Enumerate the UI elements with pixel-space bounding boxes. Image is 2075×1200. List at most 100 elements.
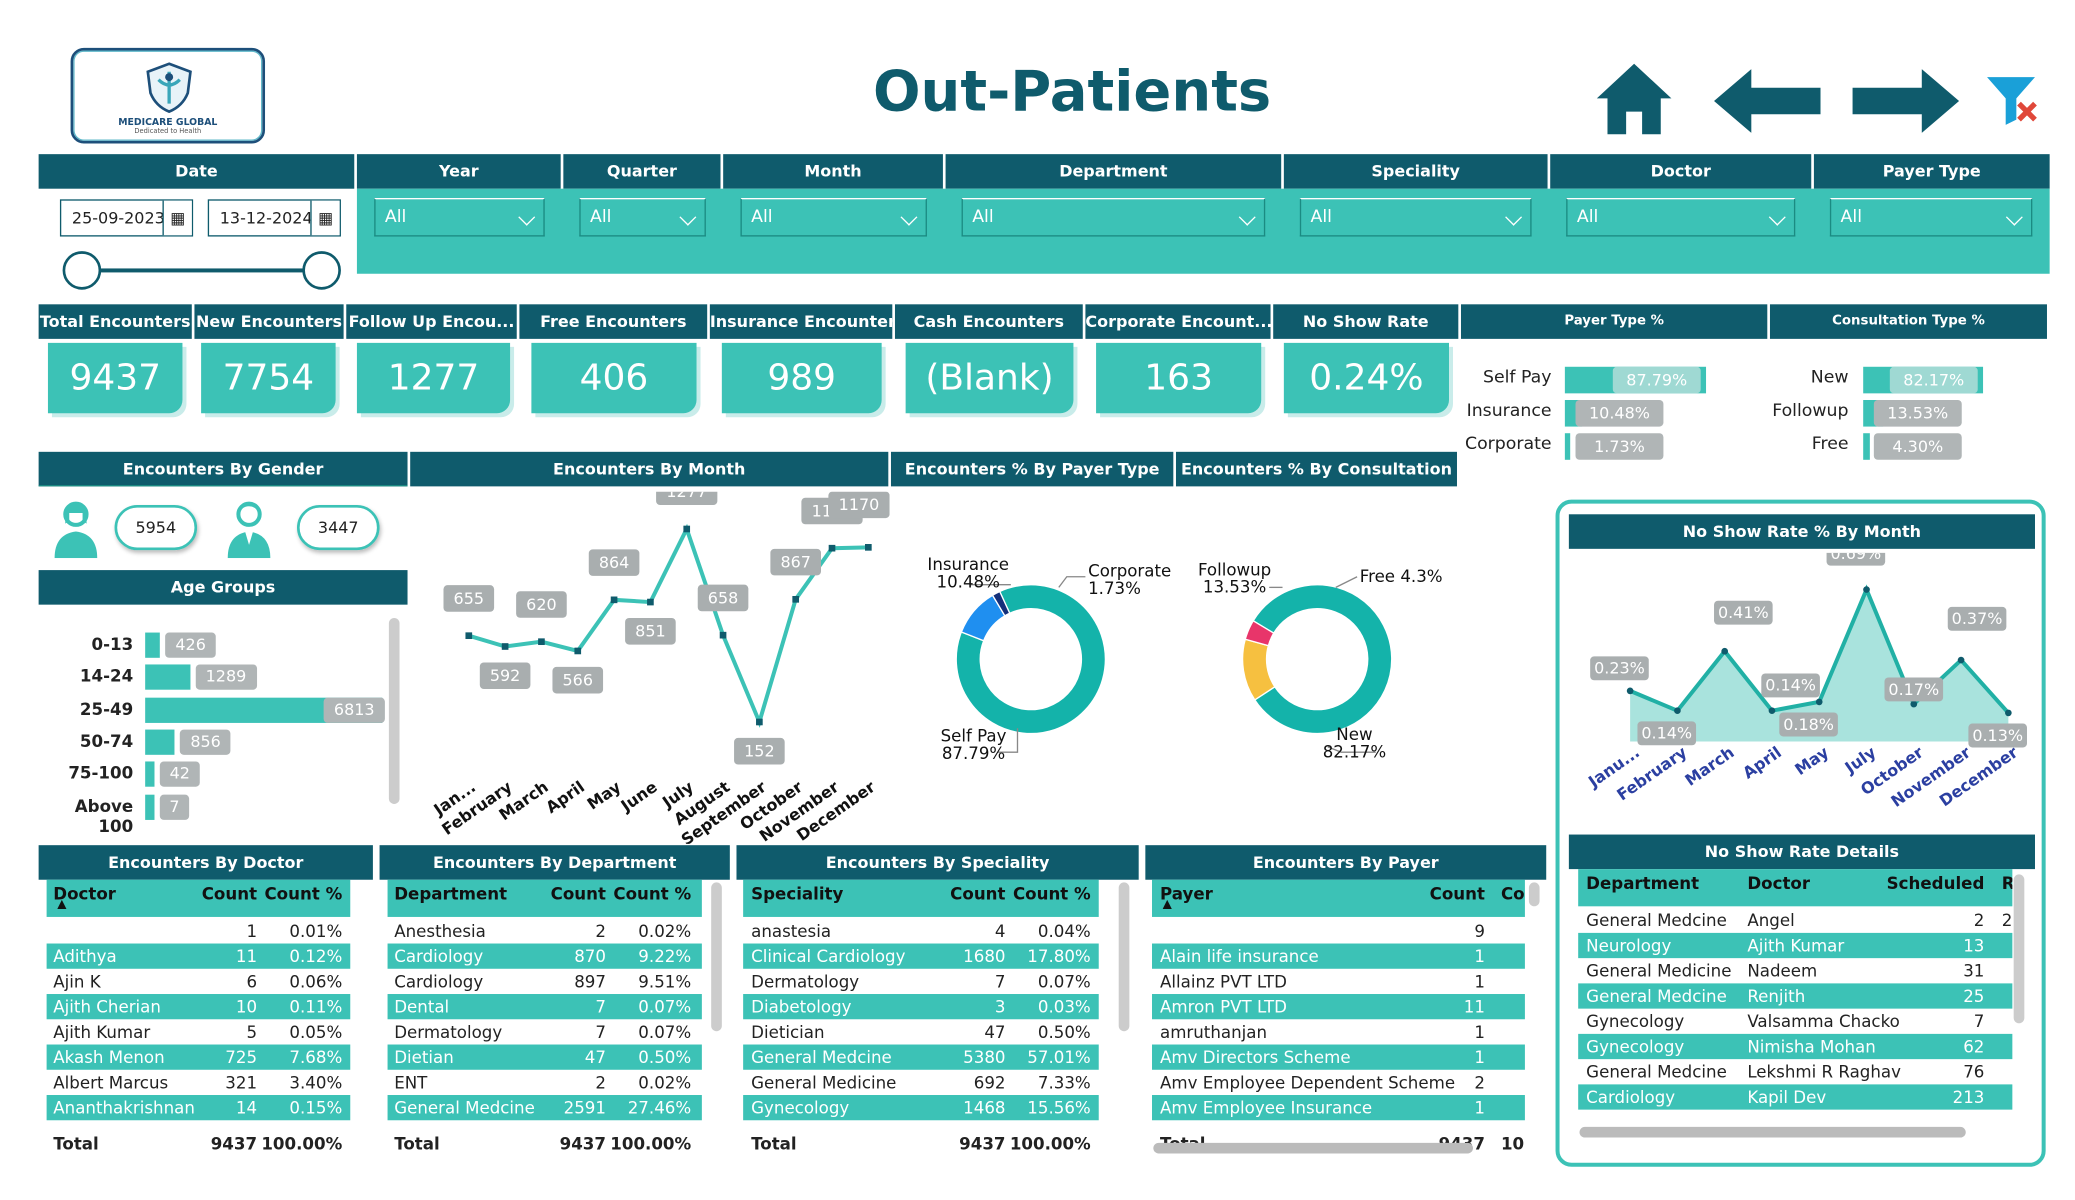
department-table-row[interactable]: Cardiology 870 9.22% (387, 943, 702, 969)
department-table-row[interactable]: ENT 2 0.02% (388, 1070, 702, 1095)
department-table-column-header[interactable]: Department (394, 883, 508, 904)
calendar-icon[interactable]: ▦ (162, 200, 192, 236)
sort-ascending-icon[interactable]: ▲ (57, 898, 67, 912)
doctor-table-row[interactable]: 1 0.01% (47, 918, 351, 943)
speciality-table-column-header[interactable]: Count % (1012, 883, 1091, 904)
doctor-table-column-header[interactable]: Count (201, 883, 258, 904)
department-dropdown[interactable]: All (961, 198, 1266, 237)
month-chart-header: Encounters By Month (410, 451, 889, 487)
doctor-table-row[interactable]: Ananthakrishnan 14 0.15% (46, 1095, 351, 1121)
department-table-row[interactable]: Dermatology 7 0.07% (388, 1019, 702, 1044)
doctor-table-row[interactable]: Ajith Kumar 5 0.05% (47, 1019, 351, 1044)
chevron-down-icon (1505, 208, 1523, 226)
payer-table-row[interactable]: Amv Directors Scheme 1 (1152, 1044, 1525, 1070)
year-dropdown[interactable]: All (374, 198, 545, 237)
no-show-table-row[interactable]: Neurology Ajith Kumar 13 (1578, 932, 2013, 959)
department-table-cell: 0.07% (638, 996, 692, 1017)
no-show-table-cell: 25 (1963, 986, 1985, 1006)
speciality-table-row[interactable]: Dermatology 7 0.07% (743, 969, 1099, 994)
payer-table-vscrollbar[interactable] (1528, 882, 1540, 907)
speciality-table-scrollbar[interactable] (1118, 882, 1130, 1032)
encounters-by-month-chart: 655592620566864851127765815286711651170J… (429, 491, 890, 844)
speciality-table-column-header[interactable]: Speciality (751, 883, 844, 904)
speciality-table-row[interactable]: Gynecology 1468 15.56% (743, 1095, 1099, 1121)
payer-table-row[interactable]: 9 (1152, 918, 1525, 943)
doctor-table-row[interactable]: Akash Menon 725 7.68% (46, 1044, 351, 1070)
page-title: Out-Patients (872, 58, 1272, 124)
payer-table-column-header[interactable]: Co (1500, 883, 1525, 904)
payer-table-cell: Amv Directors Scheme (1159, 1047, 1351, 1068)
no-show-table-row[interactable]: General Medcine Lekshmi R Raghav 76 (1578, 1059, 2012, 1084)
payer-table-row[interactable]: Allainz PVT LTD 1 (1152, 969, 1525, 994)
speciality-dropdown[interactable]: All (1299, 198, 1532, 237)
no-show-table-row[interactable]: General Medcine Renjith 25 (1578, 983, 2013, 1009)
speciality-table-row[interactable]: Clinical Cardiology 1680 17.80% (743, 943, 1099, 969)
no-show-table-vscrollbar[interactable] (2013, 874, 2025, 1024)
payer-table-row[interactable]: amruthanjan 1 (1152, 1019, 1525, 1044)
no-show-table-row[interactable]: General Medcine Angel 2 2 (1578, 908, 2012, 933)
forward-arrow-icon[interactable] (1852, 69, 1960, 133)
doctor-table-column-header[interactable]: Doctor (53, 883, 117, 904)
no-show-table-column-header[interactable]: R (2002, 869, 2013, 898)
speciality-table-column-header[interactable]: Count (950, 883, 1006, 904)
department-table-row[interactable]: Dental 7 0.07% (387, 994, 702, 1020)
department-table-row[interactable]: Anesthesia 2 0.02% (388, 918, 702, 943)
no-show-table-hscrollbar[interactable] (1579, 1126, 1966, 1138)
no-show-rate-by-month-chart: 0.23% 0.14% 0.41% 0.14% 0.18% 0.69% 0.17% 0.37%… (1584, 552, 2027, 811)
payer-table-row[interactable]: Amv Employee Dependent Scheme 2 (1152, 1070, 1525, 1095)
no-show-label-bg (1590, 656, 1649, 681)
payer-table-row[interactable]: Alain life insurance 1 (1152, 943, 1525, 969)
doctor-table-row[interactable]: Ajin K 6 0.06% (47, 969, 351, 994)
date-end-input[interactable]: 13-12-2024 ▦ (207, 199, 341, 237)
no-show-table-row[interactable]: General Medicine Nadeem 31 (1578, 958, 2012, 983)
department-table-total-row: Total 9437 100.00% (387, 1130, 702, 1157)
payer-type-dropdown[interactable]: All (1829, 198, 2033, 237)
no-show-table-cell: Neurology (1586, 935, 1672, 956)
doctor-table-row[interactable]: Albert Marcus 321 3.40% (47, 1070, 351, 1095)
department-table-scrollbar[interactable] (711, 882, 722, 1032)
calendar-icon[interactable]: ▦ (310, 200, 340, 236)
doctor-table-column-header[interactable]: Count % (264, 883, 343, 904)
no-show-table-column-header[interactable]: Doctor (1747, 873, 1811, 894)
no-show-point (1768, 707, 1776, 715)
no-show-table-row[interactable]: Cardiology Kapil Dev 213 (1578, 1084, 2013, 1110)
department-table: Department Count Count % Anesthesia 2 0.02% Ca… (387, 879, 702, 1157)
month-label-bg (479, 662, 531, 690)
speciality-table-row[interactable]: Diabetology 3 0.03% (743, 994, 1099, 1020)
date-slider-end-handle[interactable] (302, 251, 341, 290)
date-slider-start-handle[interactable] (62, 251, 102, 290)
date-start-input[interactable]: 25-09-2023 ▦ (59, 199, 194, 237)
department-table-column-header[interactable]: Count (550, 883, 606, 904)
department-table-row[interactable]: Dietian 47 0.50% (387, 1044, 702, 1070)
no-show-table-column-header[interactable]: Scheduled (1886, 873, 1985, 894)
month-data-label: 658 (708, 588, 738, 607)
clear-filter-icon[interactable] (1984, 72, 2043, 130)
speciality-table-row[interactable]: General Medicine 692 7.33% (743, 1070, 1099, 1095)
payer-table-row[interactable]: Amron PVT LTD 11 (1152, 994, 1525, 1020)
back-arrow-icon[interactable] (1714, 69, 1821, 133)
quarter-dropdown[interactable]: All (579, 198, 706, 237)
speciality-table-row[interactable]: General Medcine 5380 57.01% (743, 1044, 1099, 1070)
date-slider-track[interactable] (82, 268, 323, 273)
department-table-column-header[interactable]: Count % (613, 883, 692, 904)
doctor-table-row[interactable]: Adithya 11 0.12% (46, 943, 351, 969)
payer-table-column-header[interactable]: Payer (1159, 883, 1213, 904)
doctor-table-row[interactable]: Ajith Cherian 10 0.11% (46, 994, 351, 1020)
doctor-table-cell: 0.06% (289, 971, 343, 992)
no-show-table-row[interactable]: Gynecology Nimisha Mohan 62 (1578, 1033, 2013, 1060)
sort-ascending-icon[interactable]: ▲ (1162, 898, 1172, 912)
payer-table-row[interactable]: Amv Employee Insurance 1 (1152, 1095, 1525, 1121)
speciality-table-row[interactable]: Dietician 47 0.50% (743, 1019, 1099, 1044)
age-group-value: 42 (159, 761, 200, 787)
home-icon[interactable] (1594, 61, 1674, 135)
department-table-row[interactable]: Cardiology 897 9.51% (388, 969, 702, 994)
speciality-table-row[interactable]: anastesia 4 0.04% (743, 918, 1099, 943)
payer-table-hscrollbar[interactable] (1153, 1142, 1473, 1154)
department-table-row[interactable]: General Medcine 2591 27.46% (387, 1095, 702, 1121)
month-dropdown[interactable]: All (740, 198, 927, 237)
age-groups-scrollbar[interactable] (388, 617, 400, 804)
payer-table-column-header[interactable]: Count (1429, 883, 1485, 904)
doctor-dropdown[interactable]: All (1566, 198, 1796, 237)
no-show-table-row[interactable]: Gynecology Valsamma Chacko 7 (1578, 1009, 2012, 1034)
no-show-table-column-header[interactable]: Department (1586, 873, 1700, 894)
